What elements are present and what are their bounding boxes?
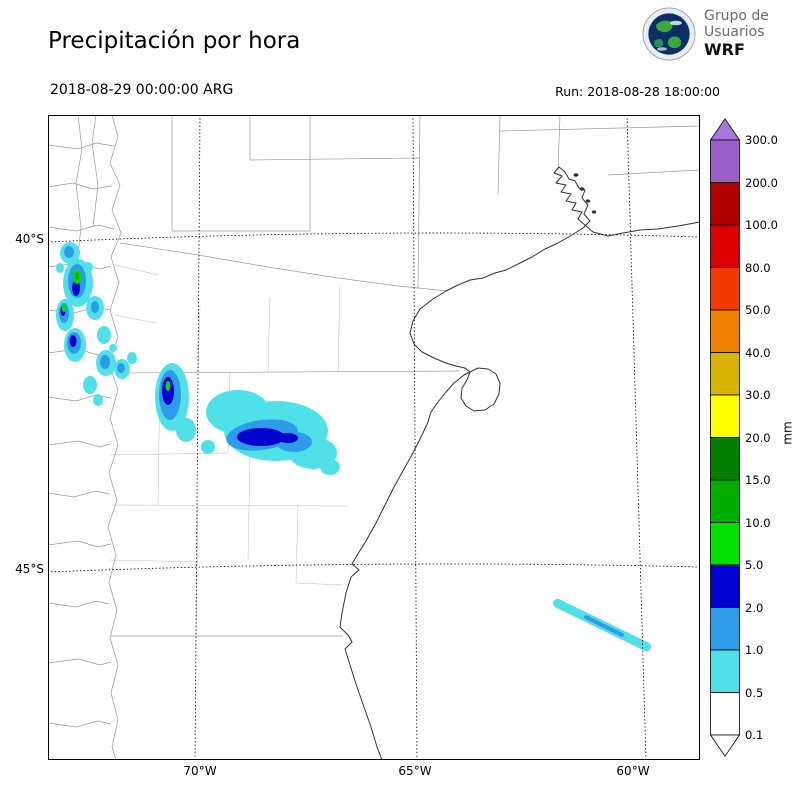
colorbar-tick-label: 40.0 [745,345,771,360]
colorbar-tick-label: 5.0 [745,558,764,572]
colorbar-segment [710,522,740,566]
colorbar-segment [710,479,740,523]
model-run-label: Run: 2018-08-28 18:00:00 [555,84,720,99]
colorbar-arrow-top [710,118,740,141]
colorbar-segment [710,267,740,311]
colorbar-tick-labels: 300.0 200.0 100.0 80.0 50.0 40.0 30.0 20.0 15.0 1… [745,118,791,757]
globe-icon [642,7,696,61]
estuary-island [585,199,591,203]
graticule [48,115,700,760]
map-frame-border [48,115,700,760]
colorbar-tick-label: 300.0 [745,133,778,147]
estuary-island [573,173,579,177]
colorbar-tick-label: 100.0 [745,218,778,232]
colorbar-tick-label: 2.0 [745,600,764,615]
colorbar-segment [710,394,740,438]
logo-text-line2: Usuarios [704,24,765,41]
map-canvas [48,115,700,760]
colorbar-unit-label: mm [780,421,795,445]
estuary-island [579,187,585,191]
colorbar-segment [710,139,740,183]
colorbar-arrow-bottom [710,734,740,757]
colorbar-segment [710,607,740,651]
colorbar-segment [710,437,740,481]
colorbar-tick-label: 1.0 [745,643,764,657]
colorbar-tick-label: 20.0 [745,430,771,445]
y-axis-label-45S: 45°S [15,562,44,576]
colorbar-tick-label: 50.0 [745,303,771,317]
colorbar-segment [710,692,740,736]
precipitation-southeast-streak [553,598,651,652]
wrf-users-group-logo: Grupo de Usuarios WRF [642,7,769,61]
colorbar-tick-label: 0.5 [745,685,764,700]
colorbar-segment [710,182,740,226]
precipitation-colorbar [710,118,740,757]
logo-text-line1: Grupo de [704,8,769,25]
valid-time-label: 2018-08-29 00:00:00 ARG [50,82,234,98]
logo-text-wrf: WRF [704,39,745,59]
coastline [339,166,700,760]
precipitation-central-cluster [155,363,340,475]
colorbar-tick-label: 80.0 [745,260,771,275]
colorbar-segment [710,352,740,396]
x-axis-label-60W: 60°W [616,764,650,778]
colorbar-segment [710,309,740,353]
precipitation-andes-cluster [56,242,137,406]
estuary-island [591,210,597,214]
colorbar-tick-label: 30.0 [745,388,771,402]
colorbar-tick-label: 15.0 [745,473,771,487]
department-borders [109,264,349,637]
colorbar-segment [710,564,740,608]
x-axis-label-70W: 70°W [183,764,217,778]
colorbar-tick-label: 200.0 [745,175,778,190]
colorbar-segment [710,649,740,693]
x-axis-label-65W: 65°W [398,764,432,778]
province-borders [48,115,700,760]
colorbar-segment [710,224,740,268]
colorbar-tick-label: 0.1 [745,728,764,742]
y-axis-label-40S: 40°S [15,232,44,246]
colorbar-tick-label: 10.0 [745,515,771,530]
page-title: Precipitación por hora [48,28,301,54]
